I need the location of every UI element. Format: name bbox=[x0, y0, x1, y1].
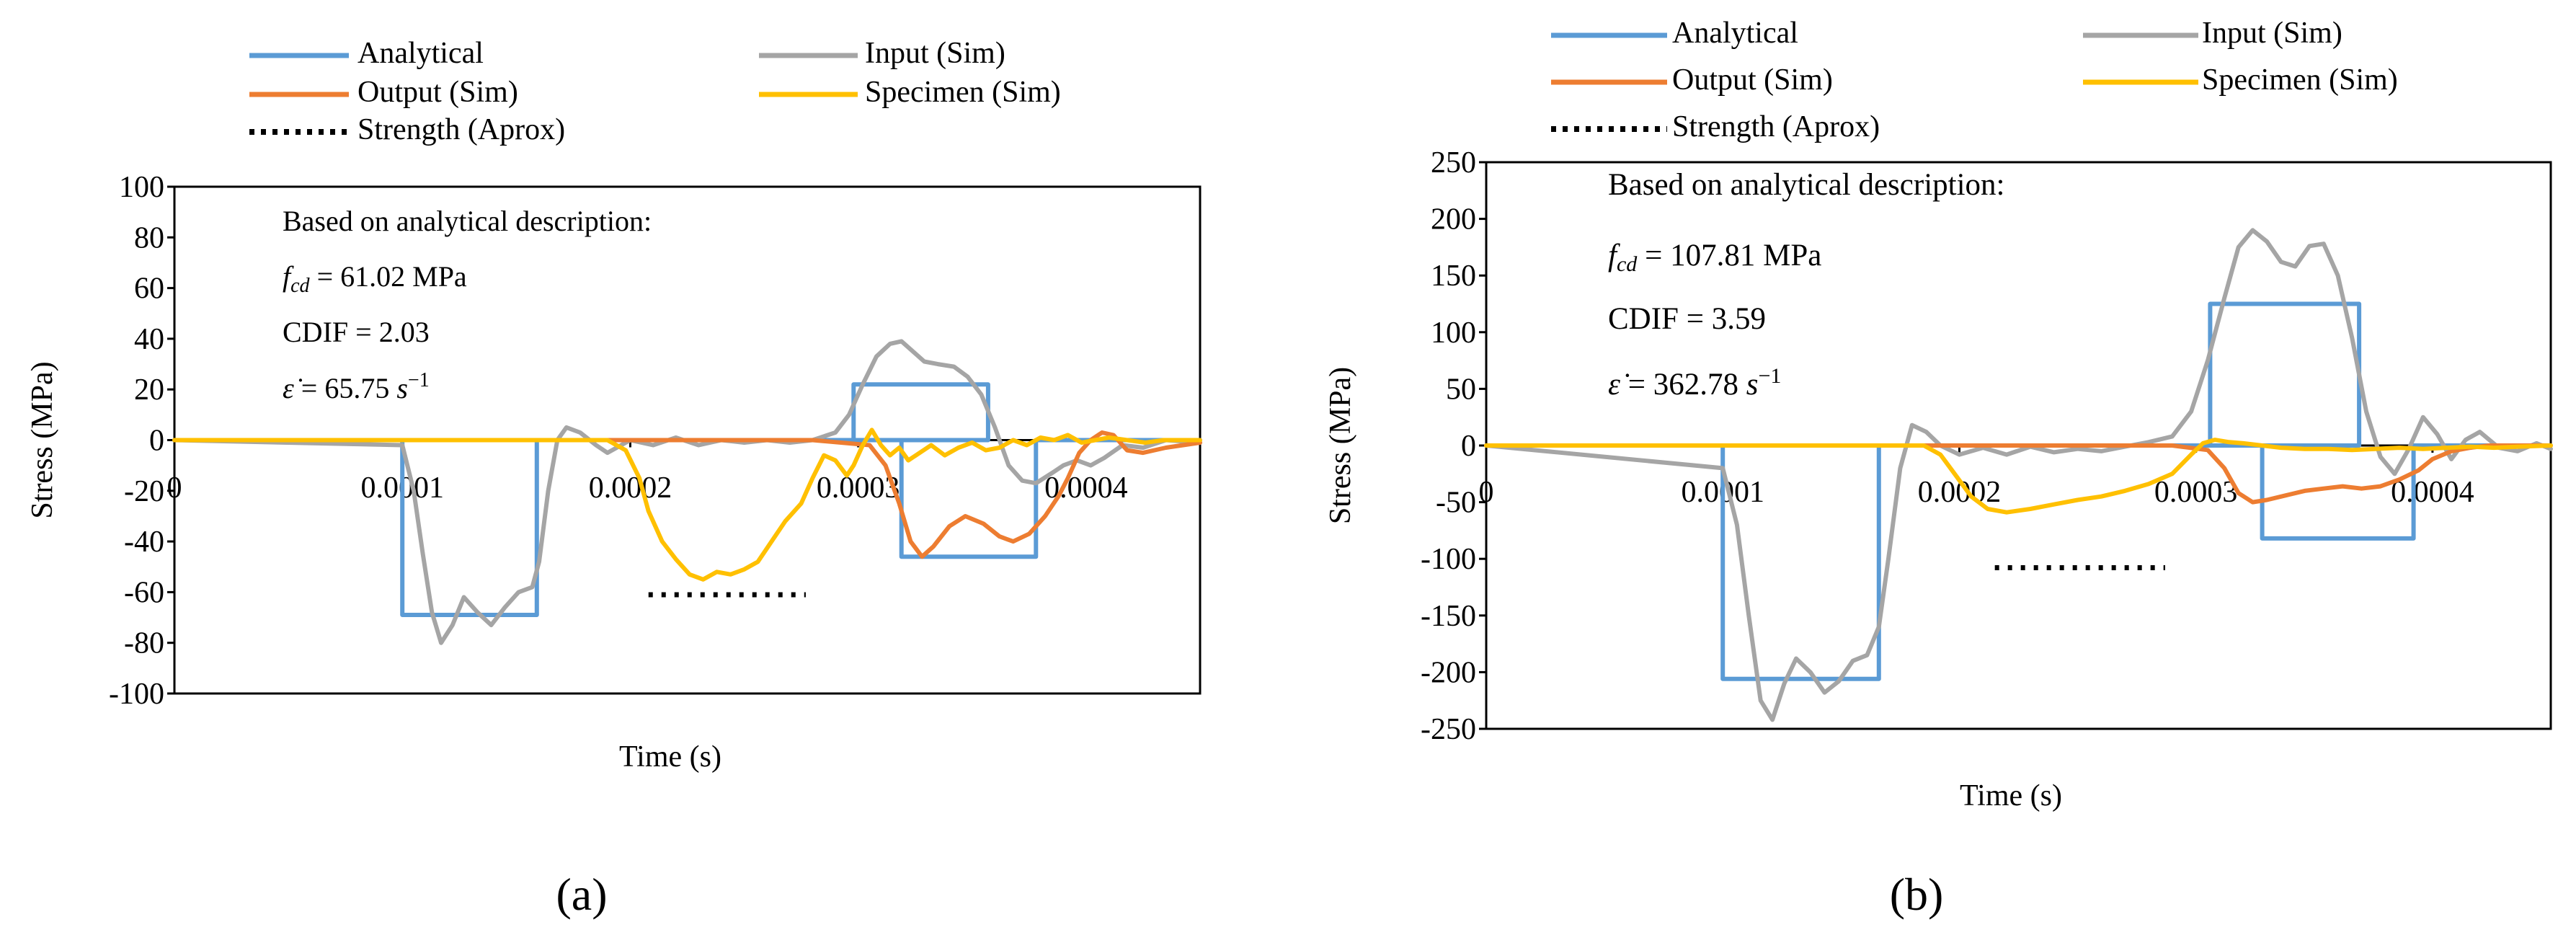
y-tick-label: -50 bbox=[1436, 487, 1476, 520]
y-tick-label: 40 bbox=[134, 323, 164, 356]
x-tick-label: 0.0003 bbox=[2154, 476, 2238, 509]
y-axis-title: Stress (MPa) bbox=[1324, 367, 1357, 524]
annotation-fcd: fcd = 61.02 MPa bbox=[283, 260, 467, 297]
legend-item-specimen: Specimen (Sim) bbox=[2083, 63, 2398, 97]
legend-item-output: Output (Sim) bbox=[1551, 63, 1833, 97]
y-tick-label: -40 bbox=[124, 526, 164, 559]
x-tick-label: 0.0004 bbox=[2391, 476, 2474, 509]
legend-item-output: Output (Sim) bbox=[249, 76, 518, 109]
x-tick-label: 0 bbox=[167, 471, 182, 505]
y-tick-label: 150 bbox=[1431, 260, 1476, 293]
annotation-cdif: CDIF = 3.59 bbox=[1608, 302, 1766, 336]
y-tick-label: -250 bbox=[1421, 713, 1476, 746]
legend-label-output: Output (Sim) bbox=[1672, 63, 1833, 97]
legend-label-analytical: Analytical bbox=[1672, 17, 1798, 50]
x-tick-label: 0.0003 bbox=[817, 471, 900, 505]
legend-item-analytical: Analytical bbox=[1551, 17, 1798, 50]
y-tick-label: 100 bbox=[119, 171, 164, 204]
series-line-specimen bbox=[1484, 438, 2553, 515]
x-tick-label: 0.0002 bbox=[589, 471, 672, 505]
series-line-analytical bbox=[172, 382, 1202, 617]
y-axis-title: Stress (MPa) bbox=[26, 361, 59, 518]
legend-label-specimen: Specimen (Sim) bbox=[865, 76, 1061, 109]
annotation-strain-rate: ε̇ = 362.78 s−1 bbox=[1608, 363, 1781, 402]
y-tick-label: -100 bbox=[1421, 543, 1476, 576]
chart-panel-a: Analytical Input (Sim) Output (Sim) Specime… bbox=[26, 37, 1202, 920]
y-tick-label: 50 bbox=[1446, 373, 1476, 406]
y-tick-label: -150 bbox=[1421, 600, 1476, 633]
legend-label-output: Output (Sim) bbox=[357, 76, 518, 109]
annotation-heading: Based on analytical description: bbox=[283, 205, 652, 237]
x-axis-title: Time (s) bbox=[619, 740, 721, 774]
y-tick-label: 20 bbox=[134, 373, 164, 407]
legend-item-analytical: Analytical bbox=[249, 37, 484, 70]
y-tick-label: -100 bbox=[109, 678, 164, 711]
legend-label-input: Input (Sim) bbox=[865, 37, 1005, 70]
y-tick-label: 80 bbox=[134, 221, 164, 254]
annotation-heading: Based on analytical description: bbox=[1608, 168, 2004, 202]
legend-label-input: Input (Sim) bbox=[2202, 17, 2342, 50]
y-tick-label: -80 bbox=[124, 627, 164, 660]
x-axis-title: Time (s) bbox=[1960, 779, 2062, 812]
y-tick-label: 200 bbox=[1431, 203, 1476, 236]
legend-label-strength: Strength (Aprox) bbox=[357, 113, 565, 146]
annotation-fcd: fcd = 107.81 MPa bbox=[1608, 239, 1821, 276]
chart-panel-b: Analytical Input (Sim) Output (Sim) Specime… bbox=[1324, 17, 2553, 920]
panel-label: (b) bbox=[1890, 869, 1944, 920]
y-tick-label: 250 bbox=[1431, 146, 1476, 180]
legend-label-specimen: Specimen (Sim) bbox=[2202, 63, 2398, 97]
y-tick-label: -20 bbox=[124, 475, 164, 508]
x-tick-label: 0 bbox=[1479, 476, 1494, 509]
y-tick-label: 0 bbox=[149, 425, 164, 458]
legend-label-analytical: Analytical bbox=[357, 37, 484, 70]
series-line-specimen bbox=[172, 427, 1202, 582]
legend-item-input: Input (Sim) bbox=[2083, 17, 2342, 50]
y-tick-label: -60 bbox=[124, 576, 164, 609]
y-tick-label: 60 bbox=[134, 272, 164, 306]
y-tick-label: 0 bbox=[1461, 430, 1476, 463]
y-tick-label: 100 bbox=[1431, 316, 1476, 350]
annotation-strain-rate: ε̇ = 65.75 s−1 bbox=[283, 369, 430, 404]
legend-item-input: Input (Sim) bbox=[759, 37, 1005, 70]
annotation-cdif: CDIF = 2.03 bbox=[283, 316, 430, 348]
series-line-output bbox=[1484, 443, 2553, 505]
legend-item-strength: Strength (Aprox) bbox=[249, 113, 565, 146]
y-tick-label: -200 bbox=[1421, 656, 1476, 689]
panel-label: (a) bbox=[556, 869, 607, 920]
series-line-analytical bbox=[1484, 301, 2553, 681]
series-line-output bbox=[172, 430, 1202, 559]
legend-label-strength: Strength (Aprox) bbox=[1672, 110, 1880, 143]
legend-item-specimen: Specimen (Sim) bbox=[759, 76, 1061, 109]
legend-item-strength: Strength (Aprox) bbox=[1551, 110, 1880, 143]
